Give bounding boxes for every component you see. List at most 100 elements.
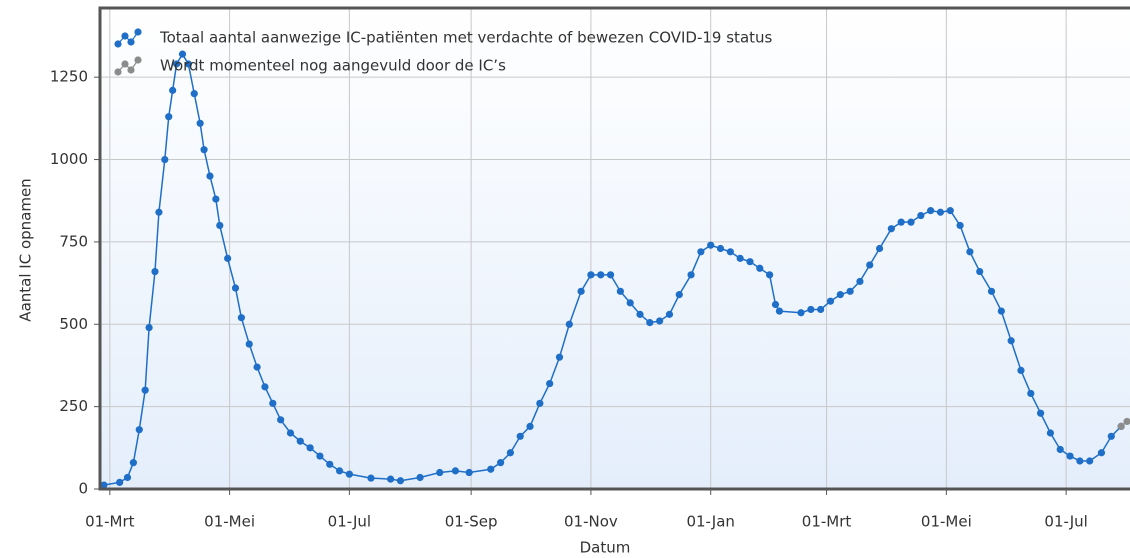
data-point [917, 211, 925, 220]
legend-icon [114, 56, 142, 76]
data-point [577, 287, 585, 295]
data-point [165, 113, 173, 121]
data-point [465, 468, 473, 477]
data-point [927, 207, 935, 215]
legend-label: Wordt momenteel nog aangevuld door de IC… [160, 57, 506, 75]
data-point [161, 155, 169, 164]
x-tick-label: 01-Sep [445, 513, 498, 531]
data-point [766, 271, 774, 279]
data-point [646, 319, 654, 327]
data-point [224, 254, 232, 262]
data-point [306, 444, 314, 452]
legend-icon [114, 28, 142, 48]
data-point [946, 207, 954, 215]
data-point [887, 225, 895, 233]
y-tick-label: 1000 [50, 150, 88, 168]
data-point [269, 399, 277, 407]
data-point [875, 244, 884, 253]
data-point [665, 310, 674, 318]
y-axis-title: Aantal IC opnamen [17, 178, 35, 321]
legend-label: Totaal aantal aanwezige IC-patiënten met… [159, 29, 773, 47]
data-point [907, 218, 915, 226]
y-tick-label: 500 [59, 315, 88, 333]
data-point [237, 314, 245, 322]
data-point [506, 449, 515, 457]
data-point [626, 299, 634, 307]
data-point [129, 459, 137, 467]
data-point [546, 379, 554, 388]
x-tick-label: 01-Jul [328, 513, 371, 531]
data-point [536, 399, 544, 407]
data-point [1076, 457, 1084, 465]
data-point [771, 300, 780, 309]
data-point [987, 287, 996, 295]
x-tick-label: 01-Mei [921, 513, 972, 531]
data-point [1046, 429, 1055, 437]
data-point [956, 221, 964, 230]
data-point [212, 195, 220, 203]
data-point [966, 248, 974, 256]
plot-background [100, 8, 1130, 489]
data-point [145, 323, 153, 332]
data-point [707, 241, 715, 249]
data-point [936, 208, 945, 216]
data-point [1036, 409, 1045, 417]
data-point [155, 208, 163, 216]
legend-line [117, 31, 139, 45]
data-point [116, 478, 124, 487]
data-point [807, 305, 815, 314]
data-point [436, 468, 444, 477]
x-tick-label: 01-Nov [564, 513, 618, 531]
y-tick-label: 0 [78, 480, 88, 498]
data-point [396, 477, 405, 485]
data-point [597, 271, 605, 279]
data-point [656, 317, 664, 325]
data-point [206, 172, 214, 180]
data-point [697, 248, 705, 256]
data-point [1097, 449, 1106, 457]
data-point [897, 218, 905, 226]
data-point [141, 386, 149, 394]
data-point [716, 244, 725, 253]
x-tick-label: 01-Jan [686, 513, 734, 531]
y-tick-label: 1250 [50, 68, 88, 86]
data-point [1056, 445, 1064, 454]
data-point [253, 363, 261, 371]
data-point [565, 320, 573, 328]
data-point [736, 254, 744, 262]
data-point [826, 297, 835, 305]
data-point [687, 271, 695, 279]
data-point [178, 50, 187, 58]
data-point [451, 467, 460, 475]
data-point [1017, 366, 1025, 374]
data-point [190, 90, 198, 98]
y-tick-label: 250 [59, 397, 88, 415]
data-point [817, 305, 825, 314]
data-point [172, 60, 181, 68]
x-tick-label: 01-Mei [204, 513, 255, 531]
x-tick-label: 01-Jul [1044, 513, 1087, 531]
data-point [606, 271, 615, 279]
data-point [326, 460, 334, 468]
data-point [200, 146, 208, 154]
data-point [277, 416, 285, 424]
data-point [555, 353, 564, 361]
data-point [856, 277, 864, 286]
data-point [526, 422, 534, 431]
data-point [100, 481, 108, 489]
data-point [616, 287, 624, 295]
data-point [196, 119, 204, 127]
data-point [836, 291, 844, 299]
data-point [1117, 422, 1125, 431]
data-point [756, 264, 764, 272]
data-point [416, 473, 424, 482]
x-tick-label: 01-Mrt [85, 513, 135, 531]
x-axis-title: Datum [580, 539, 631, 557]
data-point [1123, 417, 1130, 426]
data-point [151, 267, 159, 276]
data-point [746, 258, 754, 266]
data-point [675, 291, 683, 299]
data-point [997, 307, 1005, 315]
data-point [261, 383, 269, 391]
data-point [487, 465, 495, 473]
